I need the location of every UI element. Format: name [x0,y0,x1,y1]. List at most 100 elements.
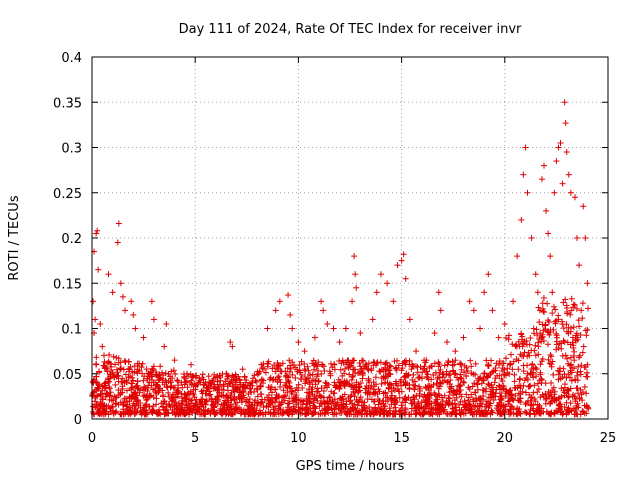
data-point [445,394,452,401]
data-point [580,343,587,350]
data-point [475,377,482,384]
data-point [117,280,124,287]
data-point [535,304,542,311]
data-point [90,410,97,417]
data-point [577,331,584,338]
data-point [371,398,378,405]
data-point [464,367,471,374]
data-point [372,374,379,381]
data-point [188,361,195,368]
data-point [512,392,519,399]
data-point [206,378,213,385]
data-point [540,294,547,301]
data-point [317,393,324,400]
data-point [468,363,475,370]
data-point [375,396,382,403]
data-point [93,354,100,361]
y-axis-label: ROTI / TECUs [7,195,22,280]
data-point [319,361,326,368]
data-point [311,334,318,341]
data-point [349,298,356,305]
data-point [143,366,150,373]
data-point [178,379,185,386]
data-point [366,391,373,398]
data-point [545,230,552,237]
data-point [99,343,106,350]
data-point [415,374,422,381]
data-point [323,380,330,387]
data-point [121,357,128,364]
data-point [570,324,577,331]
data-point [534,332,541,339]
data-point [93,361,100,368]
data-point [470,307,477,314]
data-point [449,358,456,365]
data-point [390,298,397,305]
data-point [527,335,534,342]
data-point [431,330,438,337]
data-point [378,405,385,412]
y-tick-label: 0.1 [61,323,82,338]
data-point [150,316,157,323]
data-point [91,398,98,405]
gridlines [92,57,608,419]
data-point [524,370,531,377]
data-point [539,355,546,362]
data-point [352,389,359,396]
data-point [292,374,299,381]
data-point [394,262,401,269]
data-point [178,401,185,408]
data-point [550,303,557,310]
data-point [545,388,552,395]
data-point [571,194,578,201]
data-point [170,367,177,374]
data-point [117,366,124,373]
data-point [129,380,136,387]
data-point [538,176,545,183]
data-point [451,361,458,368]
data-point [553,330,560,337]
data-point [413,348,420,355]
data-point [550,371,557,378]
data-point [441,362,448,369]
data-point [530,389,537,396]
data-point [484,374,491,381]
data-point [326,394,333,401]
y-tick-label: 0.3 [61,142,82,157]
data-point [377,271,384,278]
data-point [431,360,438,367]
data-point [565,171,572,178]
data-point [511,378,518,385]
data-point [537,361,544,368]
data-point [457,360,464,367]
data-point [510,298,517,305]
data-point [543,207,550,214]
data-point [580,203,587,210]
data-point [119,293,126,300]
data-points [89,99,592,418]
data-point [558,345,565,352]
data-point [161,343,168,350]
data-point [522,144,529,151]
data-point [563,149,570,156]
data-point [331,379,338,386]
data-point [181,375,188,382]
data-point [351,253,358,260]
data-point [568,307,575,314]
data-point [552,306,559,313]
data-point [481,403,488,410]
data-point [417,364,424,371]
data-point [472,360,479,367]
data-point [321,367,328,374]
data-point [584,326,591,333]
data-point [109,289,116,296]
data-point [400,251,407,258]
data-point [460,334,467,341]
data-point [140,393,147,400]
data-point [337,366,344,373]
y-tick-label: 0.05 [53,368,82,383]
data-point [559,180,566,187]
data-point [301,348,308,355]
data-point [522,389,529,396]
